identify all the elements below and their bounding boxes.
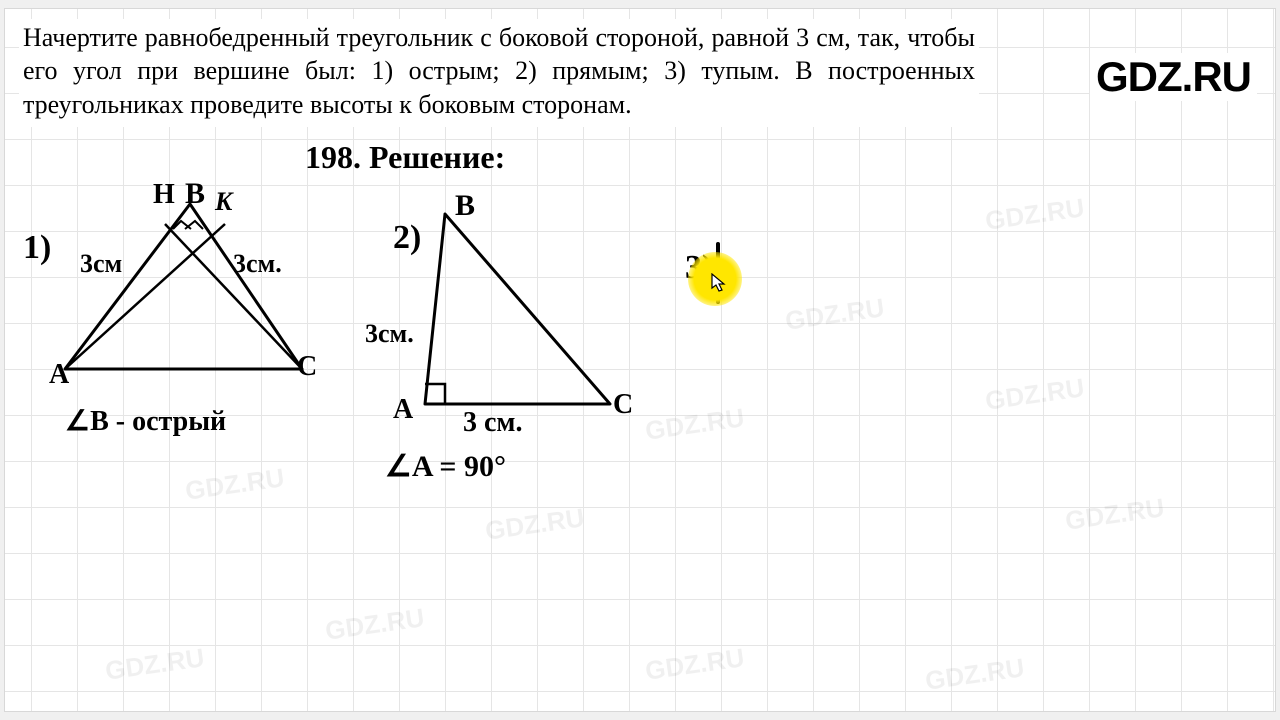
fig1-side-left: 3см — [80, 249, 122, 279]
fig2-side-bottom: 3 см. — [463, 407, 523, 439]
fig2-vertex-C: C — [613, 389, 633, 421]
mouse-cursor-icon — [711, 273, 727, 298]
fig2-number: 2) — [393, 219, 421, 257]
fig2-vertex-A: A — [393, 394, 413, 426]
page: GDZ.RU GDZ.RU GDZ.RU GDZ.RU GDZ.RU GDZ.R… — [4, 8, 1276, 712]
fig1-vertex-H: H — [153, 179, 175, 211]
problem-text: Начертите равнобедренный треугольник с б… — [19, 19, 979, 127]
fig1-vertex-B: B — [185, 177, 205, 211]
fig1-side-right: 3см. — [233, 249, 282, 279]
fig2-side-left: 3см. — [365, 319, 414, 349]
site-logo: GDZ.RU — [1090, 53, 1257, 101]
fig1-number: 1) — [23, 229, 51, 267]
fig2-caption: ∠A = 90° — [385, 449, 506, 484]
fig1-caption: ∠B - острый — [65, 404, 226, 438]
fig1-vertex-C: C — [297, 351, 317, 383]
solution-header: 198. Решение: — [305, 139, 505, 176]
fig2-vertex-B: B — [455, 189, 475, 223]
fig1-vertex-K: K — [215, 187, 232, 217]
fig1-vertex-A: A — [49, 359, 69, 391]
